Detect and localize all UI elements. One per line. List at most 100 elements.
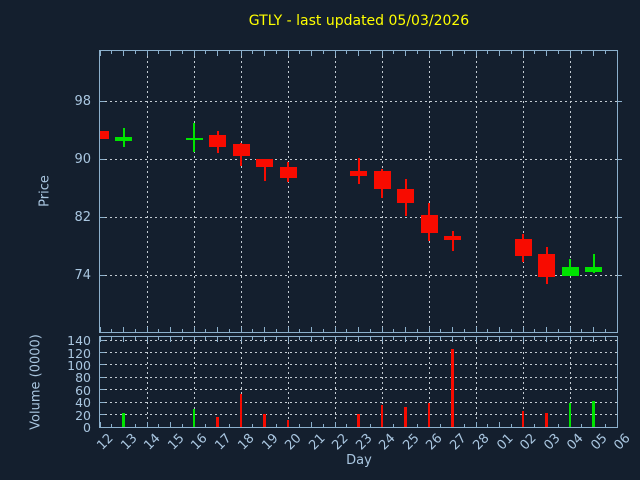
volume-tick-label: 140 (67, 333, 91, 349)
x-axis-label: Day (346, 453, 372, 468)
day-gridline (287, 337, 289, 427)
volume-bar (216, 417, 219, 427)
volume-bar (545, 413, 548, 427)
x-axis-tick (499, 337, 500, 342)
x-axis-tick (369, 51, 371, 54)
x-axis-tick (569, 51, 571, 56)
day-gridline (334, 51, 336, 332)
x-axis-tick (158, 337, 160, 340)
x-axis-tick (381, 327, 383, 332)
x-axis-tick (440, 424, 442, 427)
x-axis-tick (311, 327, 312, 332)
candle-body (350, 171, 367, 176)
x-axis-tick (369, 337, 371, 340)
volume-bar (521, 410, 525, 427)
volume-bar (380, 405, 384, 427)
x-axis-tick (158, 329, 160, 332)
x-tick-label: 15 (164, 431, 188, 454)
day-gridline (334, 337, 336, 427)
x-axis-tick (217, 51, 218, 56)
volume-tick-label: 0 (83, 420, 91, 435)
x-axis-tick (510, 424, 512, 427)
x-axis-tick (369, 329, 371, 332)
candle-wick (263, 158, 266, 182)
x-axis-tick (581, 337, 583, 340)
x-axis-tick (534, 51, 536, 54)
y-axis-tick (100, 401, 105, 403)
x-axis-tick (405, 337, 406, 342)
day-gridline (475, 337, 477, 427)
x-axis-tick (546, 337, 547, 342)
volume-gridline (100, 376, 617, 378)
y-axis-tick (100, 275, 105, 276)
x-axis-tick (322, 51, 324, 54)
x-axis-tick (475, 51, 477, 56)
x-axis-tick (193, 327, 195, 332)
volume-gridline (100, 352, 617, 354)
candle-body (279, 166, 297, 178)
x-axis-tick (217, 327, 218, 332)
x-axis-tick (557, 329, 559, 332)
x-tick-label: 02 (517, 431, 540, 454)
x-axis-tick (111, 337, 113, 340)
x-axis-tick (487, 329, 489, 332)
price-gridline (100, 101, 617, 103)
y-axis-tick (618, 159, 622, 161)
volume-gridline (100, 364, 617, 366)
x-axis-tick (193, 51, 195, 56)
x-axis-tick (604, 51, 606, 54)
x-axis-tick (228, 337, 230, 340)
day-gridline (475, 51, 477, 332)
x-axis-tick (275, 424, 277, 427)
volume-bar (427, 403, 431, 427)
day-gridline (428, 337, 430, 427)
x-axis-tick (499, 422, 500, 427)
x-axis-tick (522, 51, 524, 56)
candle-body (585, 266, 602, 272)
x-axis-tick (452, 51, 453, 56)
x-axis-tick (170, 337, 171, 342)
x-axis-tick (616, 422, 617, 427)
x-axis-tick (100, 337, 101, 342)
x-axis-tick (499, 327, 500, 332)
x-axis-tick (440, 337, 442, 340)
x-axis-tick (557, 424, 559, 427)
candle-body (514, 239, 532, 256)
x-axis-tick (181, 424, 183, 427)
x-axis-tick (299, 329, 301, 332)
x-axis-tick (311, 422, 312, 427)
candle-wick (193, 122, 195, 153)
x-axis-tick (134, 337, 136, 340)
x-axis-tick (463, 424, 465, 427)
x-axis-tick (405, 51, 406, 56)
volume-gridline (100, 389, 617, 391)
x-axis-tick (146, 337, 148, 342)
day-gridline (569, 337, 571, 427)
x-axis-tick (487, 51, 489, 54)
x-tick-label: 25 (399, 431, 423, 454)
x-axis-tick (569, 337, 571, 342)
candle-body (232, 143, 250, 156)
x-axis-tick (264, 51, 265, 56)
x-axis-tick (228, 329, 230, 332)
x-axis-tick (334, 327, 336, 332)
candle-body (561, 266, 579, 276)
x-tick-label: 12 (94, 431, 117, 454)
x-axis-tick (264, 337, 265, 342)
x-axis-tick (393, 424, 395, 427)
x-axis-tick (252, 337, 254, 340)
x-axis-tick (287, 327, 289, 332)
candle-body (185, 137, 203, 141)
x-axis-tick (499, 51, 500, 56)
x-axis-tick (146, 422, 148, 427)
y-axis-tick (100, 376, 105, 378)
x-tick-label: 13 (117, 431, 141, 454)
x-axis-tick (416, 51, 418, 54)
x-axis-tick (240, 337, 242, 342)
x-axis-tick (475, 337, 477, 342)
x-axis-tick (487, 337, 489, 340)
x-axis-tick (463, 329, 465, 332)
candle-body (420, 214, 438, 233)
day-gridline (146, 51, 148, 332)
